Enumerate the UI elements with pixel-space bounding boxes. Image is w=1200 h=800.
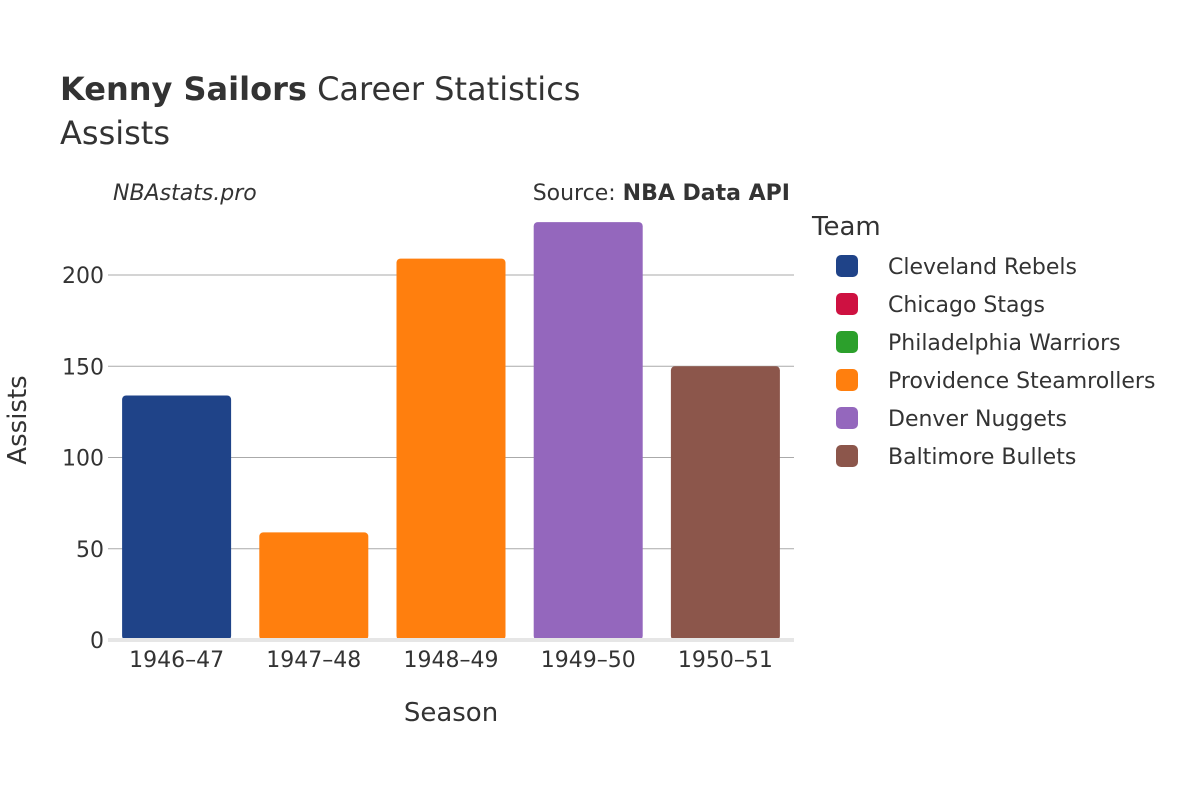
legend-item-label[interactable]: Denver Nuggets — [888, 407, 1067, 432]
legend-item-label[interactable]: Cleveland Rebels — [888, 255, 1077, 280]
source-credit: Source: NBA Data API — [533, 181, 790, 206]
source-name: NBA Data API — [623, 181, 790, 206]
legend-swatch[interactable] — [836, 445, 858, 467]
x-tick-label: 1950–51 — [678, 648, 773, 673]
watermark: NBAstats.pro — [113, 181, 257, 206]
y-axis-title: Assists — [3, 375, 33, 464]
y-tick-label: 200 — [62, 264, 104, 289]
bar-1947–48[interactable] — [259, 532, 369, 640]
bar-1948–49[interactable] — [396, 258, 506, 640]
bar-1949–50[interactable] — [533, 222, 643, 640]
y-tick-label: 100 — [62, 447, 104, 472]
chart-title: Kenny Sailors Career Statistics — [60, 70, 580, 108]
x-tick-labels: 1946–47 1947–48 1948–49 1949–50 1950–51 — [129, 648, 773, 673]
bars — [122, 222, 780, 640]
chart-subtitle: Assists — [60, 114, 170, 152]
y-tick-label: 50 — [76, 538, 104, 563]
x-tick-label: 1949–50 — [541, 648, 636, 673]
legend: Cleveland Rebels Chicago Stags Philadelphi… — [836, 255, 1155, 470]
x-tick-label: 1946–47 — [129, 648, 224, 673]
chart-title-rest: Career Statistics — [307, 70, 581, 108]
legend-item-label[interactable]: Philadelphia Warriors — [888, 331, 1121, 356]
legend-swatch[interactable] — [836, 407, 858, 429]
x-axis-title: Season — [404, 698, 498, 728]
legend-swatch[interactable] — [836, 293, 858, 315]
legend-swatch[interactable] — [836, 331, 858, 353]
legend-item-label[interactable]: Chicago Stags — [888, 293, 1045, 318]
legend-title: Team — [811, 212, 881, 242]
x-tick-label: 1947–48 — [266, 648, 361, 673]
x-tick-label: 1948–49 — [404, 648, 499, 673]
y-tick-labels: 0 50 100 150 200 — [62, 264, 104, 654]
y-tick-label: 150 — [62, 355, 104, 380]
bar-1950–51[interactable] — [670, 366, 780, 640]
y-tick-label: 0 — [90, 629, 104, 654]
legend-item-label[interactable]: Baltimore Bullets — [888, 445, 1076, 470]
legend-swatch[interactable] — [836, 255, 858, 277]
legend-swatch[interactable] — [836, 369, 858, 391]
bar-1946–47[interactable] — [122, 395, 232, 640]
source-label: Source: — [533, 181, 623, 206]
chart-title-player: Kenny Sailors — [60, 70, 307, 108]
legend-item-label[interactable]: Providence Steamrollers — [888, 369, 1155, 394]
